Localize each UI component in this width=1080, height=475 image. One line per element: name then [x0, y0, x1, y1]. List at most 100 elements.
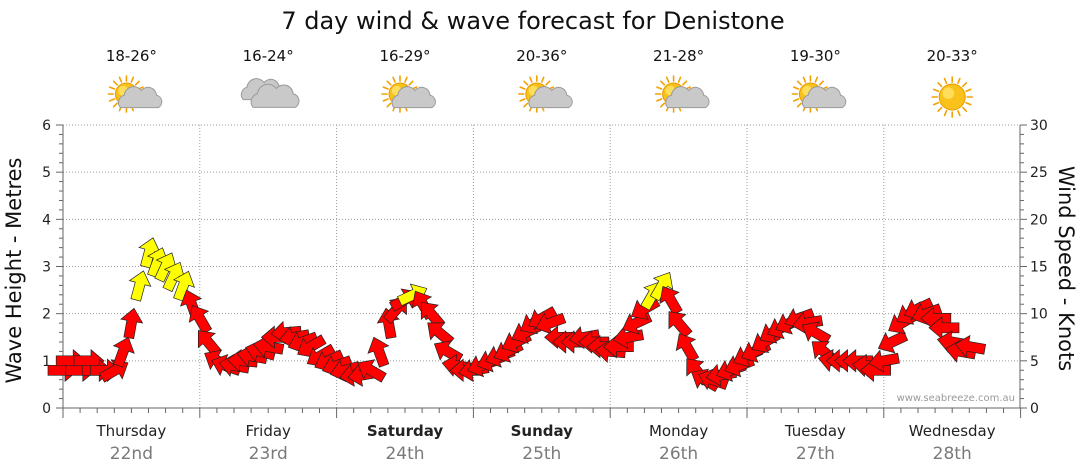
- sun-ray: [112, 102, 119, 108]
- sun-ray: [792, 98, 800, 102]
- sun-cloud-icon: [107, 75, 163, 113]
- sun-ray: [386, 102, 392, 108]
- wind-arrow: [112, 336, 135, 368]
- sun-ray: [665, 76, 670, 83]
- sun-ray: [108, 98, 116, 102]
- sun-ray: [937, 106, 943, 112]
- left-tick-label: 5: [42, 165, 51, 181]
- left-tick-label: 6: [42, 118, 51, 134]
- sun-ray: [519, 98, 526, 102]
- wind-arrow: [675, 333, 700, 363]
- day-temperature: 19-30°: [790, 47, 841, 65]
- wind-arrow: [357, 359, 387, 383]
- wind-arrow: [659, 286, 683, 316]
- day-date-label: 24th: [385, 444, 424, 464]
- x-axis-day-labels: Thursday 22nd Friday 23rd Saturday 24th Sunday…: [96, 422, 996, 464]
- day-date-label: 28th: [933, 444, 972, 464]
- day-name-label: Monday: [649, 422, 708, 440]
- sun-ray: [404, 76, 408, 83]
- sun-ray: [965, 101, 972, 106]
- sun-cloud-icon: [791, 75, 847, 113]
- left-tick-label: 3: [42, 260, 51, 276]
- day-temperature: 20-33°: [927, 47, 978, 65]
- day-name-label: Thursday: [96, 422, 167, 440]
- sun-ray: [957, 77, 961, 84]
- sun-ray: [118, 76, 123, 83]
- sun-ray: [523, 102, 529, 108]
- chart-title: 7 day wind & wave forecast for Denistone: [281, 7, 784, 35]
- day-date-label: 27th: [796, 444, 835, 464]
- sun-ray: [382, 86, 389, 90]
- sun-ray: [112, 80, 119, 86]
- source-credit: www.seabreeze.com.au: [897, 393, 1015, 404]
- wind-arrow-series: [47, 237, 987, 393]
- wind-arrow: [801, 321, 832, 345]
- wind-arrow: [188, 304, 213, 335]
- sun-ray: [943, 77, 948, 84]
- day-date-label: 26th: [659, 444, 698, 464]
- cloud-shape: [802, 86, 847, 109]
- sun-ray: [681, 80, 688, 86]
- day-date-label: 25th: [522, 444, 561, 464]
- cloud-shape: [528, 86, 573, 109]
- day-forecast-header: 18-26° 16-24° 16-29° 20-36° 21-28° 19-30° 20-3…: [106, 47, 978, 118]
- sun-ray: [943, 110, 948, 117]
- day-temperature: 20-36°: [516, 47, 567, 65]
- sun-ray: [656, 86, 663, 90]
- sun-ray: [660, 102, 666, 108]
- wind-arrow: [172, 270, 196, 302]
- wind-arrow: [120, 307, 144, 340]
- sun-ray: [932, 88, 940, 93]
- wind-arrow: [954, 334, 987, 358]
- day-date-label: 22nd: [110, 444, 153, 464]
- right-axis-title: Wind Speed - Knots: [1054, 166, 1078, 371]
- sun-cloud-icon: [517, 75, 573, 113]
- day-name-label: Friday: [245, 422, 291, 440]
- cloud-shape: [118, 86, 163, 109]
- sun-ray: [802, 76, 807, 83]
- cloud-shape: [665, 86, 710, 109]
- sun-ray: [792, 86, 800, 90]
- sun-ray: [523, 80, 529, 86]
- sun-ray: [656, 98, 663, 102]
- sun-ray: [660, 80, 666, 86]
- cloud-shape: [250, 83, 300, 108]
- right-tick-label: 20: [1030, 212, 1048, 228]
- day-name-label: Wednesday: [909, 422, 996, 440]
- left-tick-label: 2: [42, 307, 51, 323]
- sun-ray: [408, 80, 414, 86]
- day-name-label: Tuesday: [784, 422, 846, 440]
- sun-highlight: [942, 87, 955, 99]
- right-tick-label: 5: [1030, 354, 1039, 370]
- left-tick-label: 0: [42, 401, 51, 417]
- wind-arrow: [877, 330, 909, 354]
- sun-cloud-icon: [654, 75, 710, 113]
- sun-ray: [382, 98, 389, 102]
- right-tick-label: 30: [1030, 118, 1048, 134]
- sun-ray: [962, 106, 968, 112]
- day-temperature: 16-29°: [379, 47, 430, 65]
- right-tick-label: 25: [1030, 165, 1048, 181]
- sun-ray: [818, 80, 824, 86]
- sun-ray: [937, 82, 943, 88]
- chart-axes: 0 1 2 3 4 5 6 0 5 10 15 20 25 30 Wave Height - Metres W…: [2, 118, 1078, 418]
- wind-arrow: [668, 311, 693, 339]
- left-tick-label: 1: [42, 354, 51, 370]
- sun-ray: [796, 80, 803, 86]
- day-temperature: 16-24°: [243, 47, 294, 65]
- sun-ray: [108, 86, 116, 90]
- sun-ray: [677, 76, 682, 83]
- day-name-label: Sunday: [511, 422, 574, 440]
- sun-ray: [392, 76, 396, 83]
- left-tick-label: 4: [42, 212, 51, 228]
- sun-ray: [545, 80, 551, 86]
- sun-ray: [957, 110, 961, 117]
- sun-ray: [386, 80, 392, 86]
- wind-arrow: [367, 336, 390, 368]
- wind-arrow: [649, 271, 674, 302]
- sun-ray: [130, 76, 135, 83]
- day-date-label: 23rd: [249, 444, 288, 464]
- right-tick-label: 0: [1030, 401, 1039, 417]
- sun-ray: [796, 102, 803, 108]
